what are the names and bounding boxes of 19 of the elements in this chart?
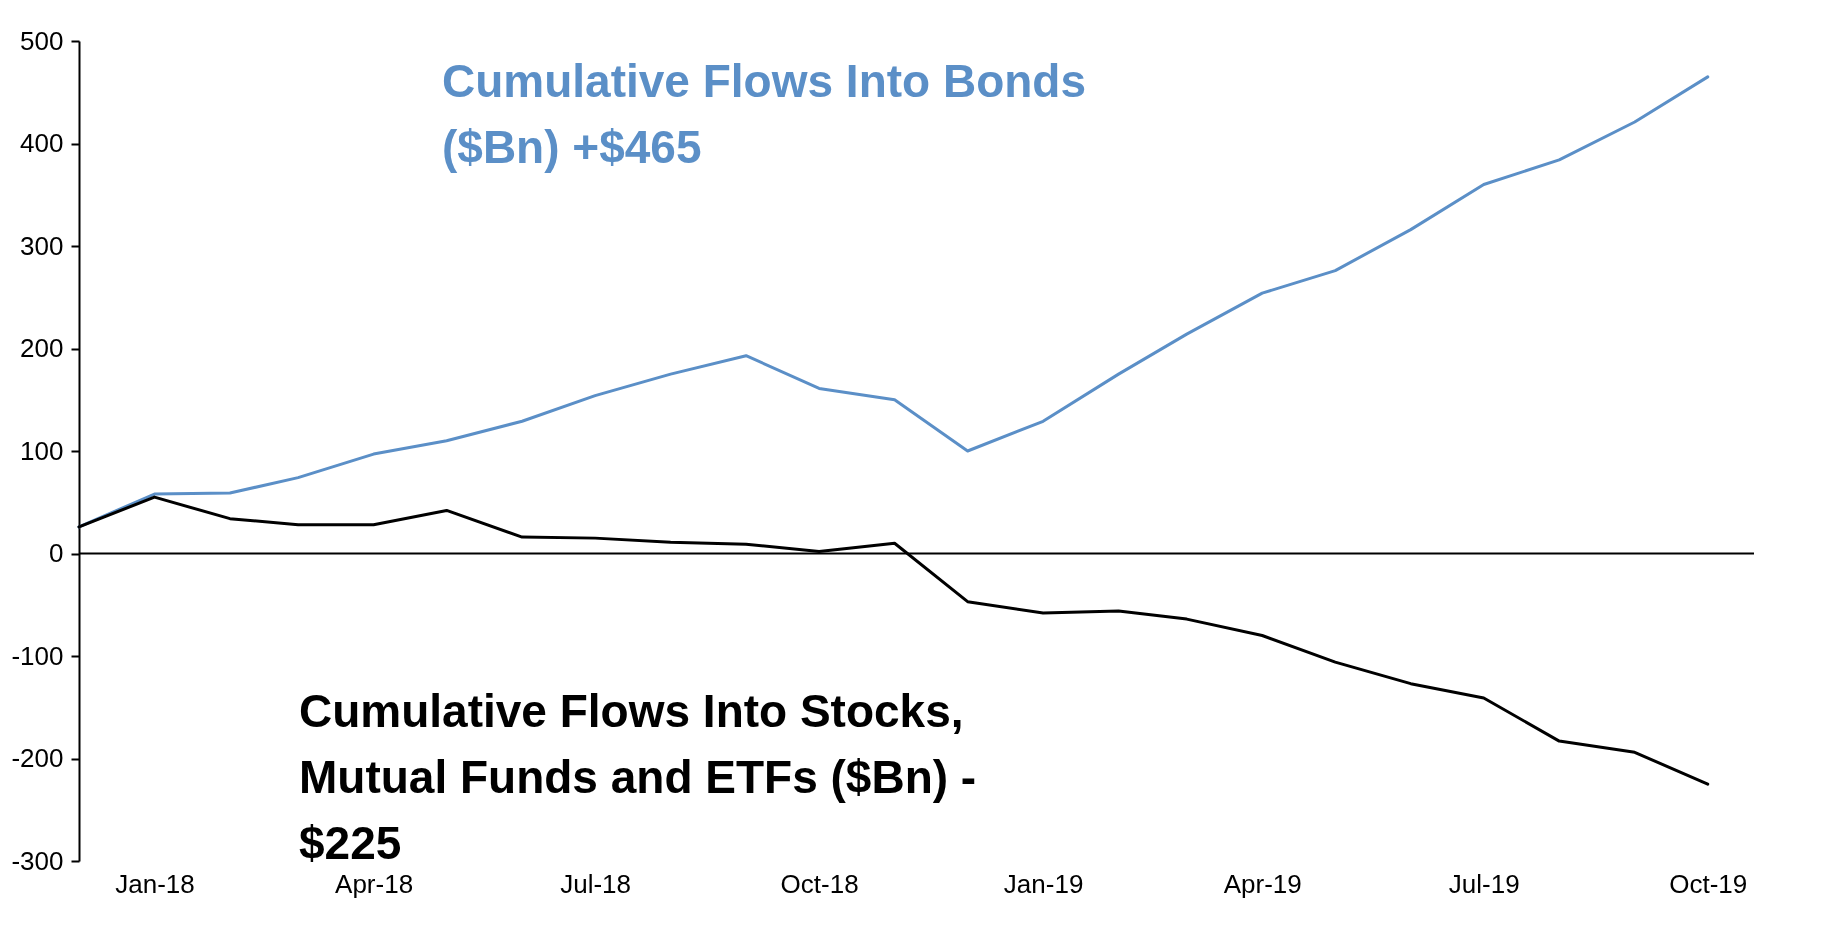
y-tick-label: -300 <box>11 845 64 876</box>
x-tick-label: Oct-19 <box>1669 868 1748 899</box>
y-tick-label: -100 <box>11 640 64 671</box>
x-tick-label: Oct-18 <box>780 868 859 899</box>
x-tick-label: Apr-18 <box>335 868 414 899</box>
y-tick-label: 100 <box>20 435 64 466</box>
y-tick-label: 0 <box>49 538 64 568</box>
text: Cumulative Flows Into Bonds ($Bn) +$465 <box>442 55 1087 173</box>
x-tick-label: Apr-19 <box>1223 868 1302 899</box>
x-tick-label: Jul-19 <box>1448 868 1520 899</box>
y-tick-label: 300 <box>20 230 64 261</box>
y-tick-label: 500 <box>20 25 64 56</box>
y-tick-label: -200 <box>11 743 64 773</box>
x-tick-label: Jan-19 <box>1003 868 1084 899</box>
x-tick-label: Jul-18 <box>560 868 632 899</box>
y-tick-label: 200 <box>20 333 64 363</box>
x-tick-label: Jan-18 <box>115 868 195 899</box>
y-tick-label: 400 <box>20 128 64 158</box>
series-label: Cumulative Flows Into Stocks, Mutual Funds and ETFs ($Bn) - $225 <box>299 685 977 869</box>
